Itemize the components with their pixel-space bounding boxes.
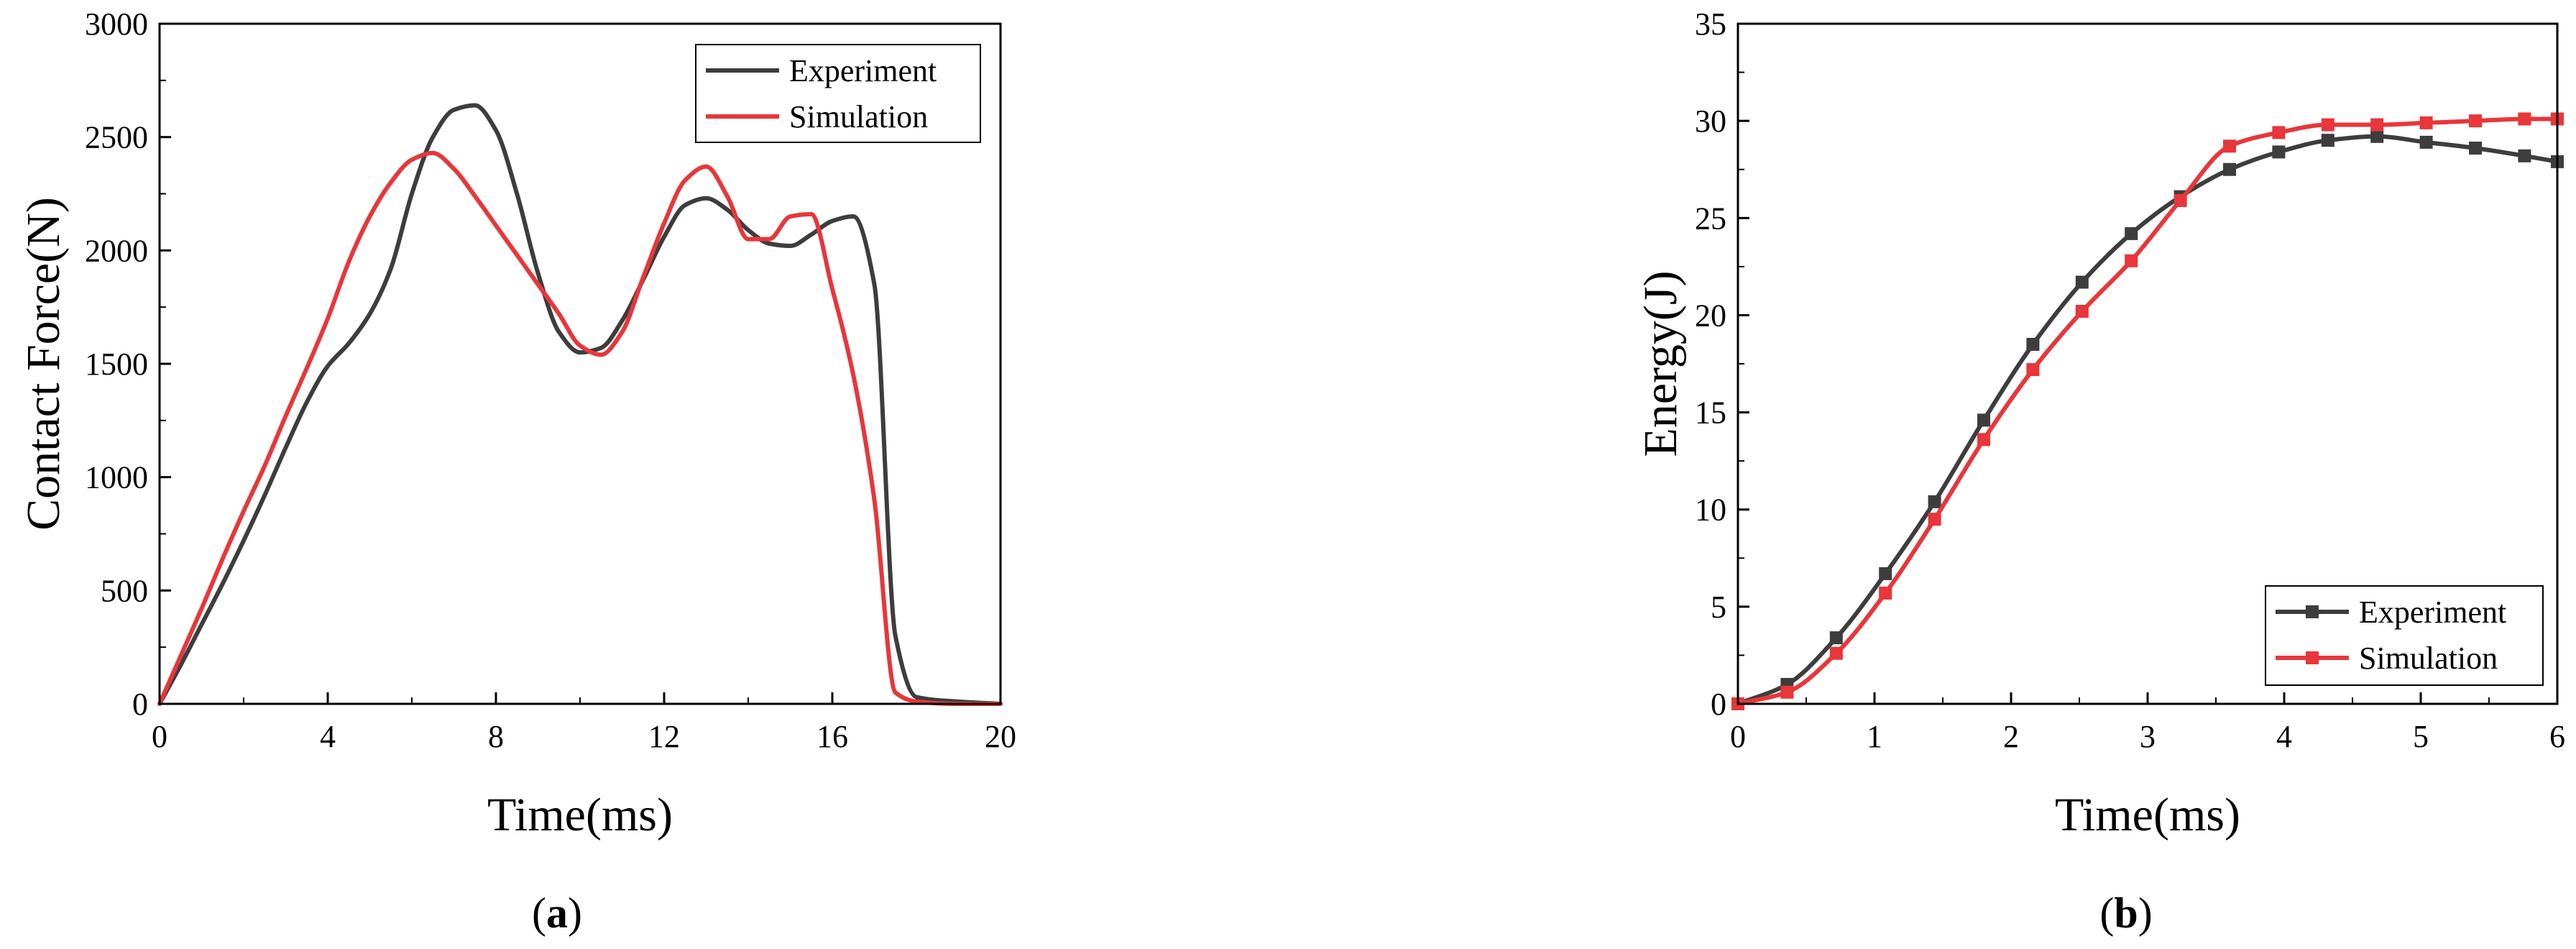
- series-point-b-simulation-4: [1928, 513, 1941, 526]
- series-point-b-experiment-5: [1977, 413, 1990, 427]
- x-tick-label-b-2: 2: [2003, 719, 2019, 754]
- x-tick-label-b-5: 5: [2413, 719, 2429, 754]
- series-point-b-simulation-9: [2174, 193, 2187, 207]
- series-point-b-simulation-6: [2026, 363, 2040, 377]
- panel-a-caption-close: ): [568, 889, 582, 937]
- panel-a-legend-label-experiment: Experiment: [789, 53, 937, 88]
- series-point-b-experiment-14: [2419, 135, 2433, 149]
- series-point-b-simulation-2: [1829, 646, 1843, 660]
- series-point-b-simulation-15: [2469, 114, 2482, 128]
- series-point-b-experiment-7: [2075, 275, 2089, 289]
- y-tick-label-a-3: 1500: [85, 347, 148, 382]
- y-tick-label-b-5: 25: [1695, 201, 1726, 236]
- x-tick-label-b-4: 4: [2276, 719, 2292, 754]
- panel-b-energy-chart: 0 1 2 3 4 5 6 0 5 10 15 20 25 30 35 Experiment Simulat…: [1634, 6, 2565, 937]
- panel-b-legend-marker-simulation: [2306, 651, 2319, 664]
- series-point-b-experiment-4: [1928, 495, 1941, 508]
- panel-b-legend: Experiment Simulation: [2265, 585, 2544, 686]
- y-tick-label-b-0: 0: [1711, 687, 1726, 722]
- x-tick-label-a-0: 0: [152, 719, 167, 754]
- y-tick-label-b-7: 35: [1695, 6, 1726, 42]
- panel-a-legend-label-simulation: Simulation: [789, 99, 928, 134]
- series-line-a-experiment: [157, 103, 1003, 706]
- panel-a-legend-box: [695, 44, 981, 143]
- series-point-b-simulation-11: [2272, 126, 2286, 139]
- series-point-b-simulation-3: [1879, 586, 1892, 600]
- series-point-b-experiment-8: [2125, 226, 2138, 240]
- series-point-b-simulation-8: [2125, 254, 2138, 267]
- panel-b-caption-open: (: [2099, 889, 2114, 937]
- x-tick-label-b-6: 6: [2549, 719, 2565, 754]
- x-tick-label-a-2: 8: [488, 719, 504, 754]
- panel-b-legend-box: [2265, 585, 2544, 686]
- series-point-b-simulation-13: [2370, 118, 2384, 132]
- series-point-b-experiment-11: [2272, 145, 2286, 159]
- y-tick-label-a-5: 2500: [85, 120, 148, 155]
- series-line-a-simulation: [157, 150, 1003, 706]
- panel-a-legend: Experiment Simulation: [695, 44, 981, 143]
- panel-b-series: [1731, 112, 2564, 710]
- panel-b-y-axis-title: Energy(J): [1634, 270, 1687, 457]
- series-point-b-experiment-12: [2321, 134, 2334, 147]
- y-tick-label-a-0: 0: [132, 687, 148, 722]
- panel-a-x-axis-title: Time(ms): [487, 789, 673, 841]
- y-tick-label-a-2: 1000: [85, 460, 148, 495]
- series-point-b-simulation-5: [1977, 433, 1990, 446]
- panel-b-legend-marker-experiment: [2306, 605, 2319, 618]
- y-tick-label-b-2: 10: [1695, 492, 1726, 528]
- panel-b-caption-letter: b: [2114, 889, 2138, 937]
- y-tick-label-b-3: 15: [1695, 395, 1726, 431]
- x-tick-label-b-0: 0: [1730, 719, 1746, 754]
- x-tick-label-b-3: 3: [2140, 719, 2156, 754]
- panel-a-y-axis-title: Contact Force(N): [17, 197, 70, 531]
- panel-b-caption: (b): [2099, 889, 2152, 937]
- y-tick-label-b-1: 5: [1711, 590, 1726, 625]
- x-tick-label-a-4: 16: [816, 719, 848, 754]
- panel-a-caption-letter: a: [546, 889, 568, 937]
- series-point-b-experiment-6: [2026, 337, 2040, 351]
- panel-b-caption-close: ): [2138, 889, 2153, 937]
- series-point-b-experiment-15: [2469, 141, 2482, 155]
- series-point-b-simulation-1: [1780, 685, 1794, 699]
- panel-b-plot-frame: [1736, 22, 2559, 705]
- series-point-b-simulation-7: [2075, 305, 2089, 318]
- series-point-b-experiment-16: [2518, 149, 2531, 162]
- series-point-b-simulation-14: [2419, 116, 2433, 129]
- panel-a-plot-frame: [158, 22, 1002, 705]
- x-tick-label-a-3: 12: [648, 719, 680, 754]
- y-tick-label-a-4: 2000: [85, 233, 148, 268]
- y-tick-label-b-4: 20: [1695, 298, 1726, 333]
- y-tick-label-a-1: 500: [101, 573, 148, 608]
- panel-a-caption: (a): [532, 889, 582, 937]
- x-tick-label-a-1: 4: [320, 719, 336, 754]
- panel-a-force-chart: 0 4 8 12 16 20 0 500 1000 1500 2000 2500 3000 Experi…: [17, 6, 1016, 937]
- series-point-b-experiment-2: [1829, 631, 1843, 645]
- series-point-b-simulation-12: [2321, 118, 2334, 132]
- x-tick-label-a-5: 20: [985, 719, 1016, 754]
- panel-a-series: [157, 103, 1003, 706]
- series-point-b-experiment-10: [2223, 162, 2236, 176]
- panel-b-legend-label-simulation: Simulation: [2359, 641, 2498, 676]
- y-tick-label-a-6: 3000: [85, 6, 148, 42]
- panel-a-ticks: 0 4 8 12 16 20 0 500 1000 1500 2000 2500 3000: [85, 6, 1016, 754]
- panel-b-legend-label-experiment: Experiment: [2359, 595, 2506, 630]
- x-tick-label-b-1: 1: [1867, 719, 1882, 754]
- series-point-b-experiment-13: [2370, 129, 2384, 143]
- y-tick-label-b-6: 30: [1695, 104, 1726, 139]
- series-point-b-simulation-16: [2518, 112, 2531, 126]
- series-point-b-experiment-3: [1879, 567, 1892, 580]
- panel-a-caption-open: (: [532, 889, 546, 937]
- series-point-b-simulation-10: [2223, 139, 2236, 153]
- panel-b-x-axis-title: Time(ms): [2055, 789, 2240, 841]
